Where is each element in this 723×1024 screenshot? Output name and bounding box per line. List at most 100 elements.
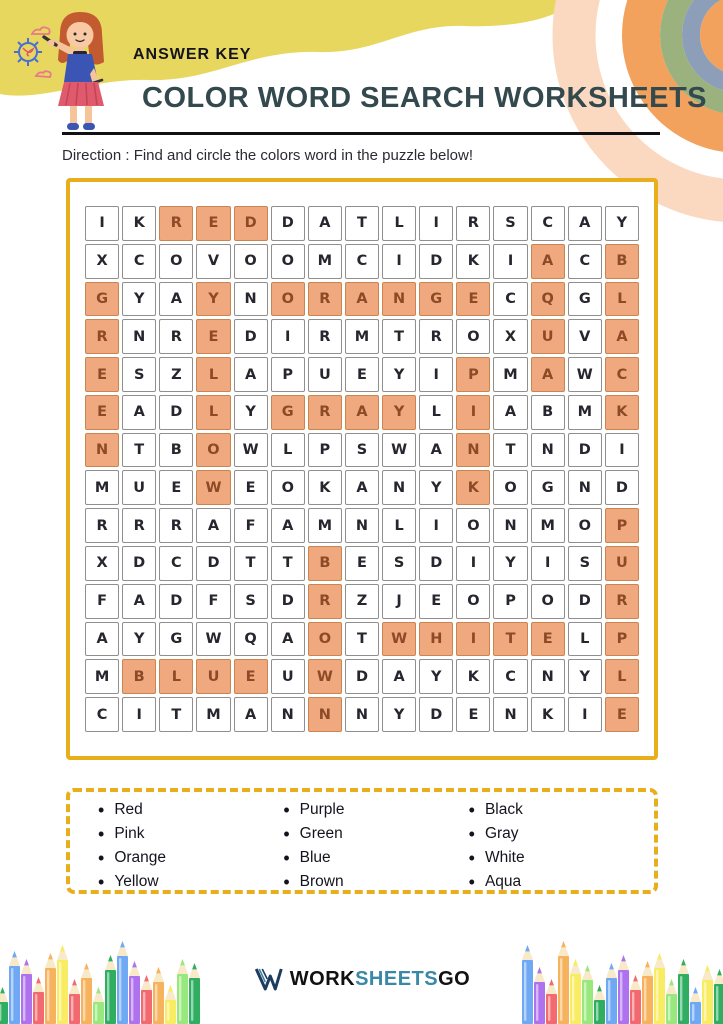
grid-cell: O [456, 508, 491, 544]
grid-cell: B [159, 432, 194, 468]
grid-cell: A [344, 470, 380, 506]
grid-cell: V [567, 319, 602, 355]
grid-cell: I [604, 432, 639, 468]
grid-cell: I [456, 394, 491, 430]
grid-cell: A [270, 508, 305, 544]
bullet-icon: • [468, 824, 475, 844]
grid-cell: I [456, 621, 491, 657]
grid-cell: Y [382, 357, 417, 392]
grid-cell: A [196, 508, 231, 544]
bullet-icon: • [98, 848, 105, 868]
grid-cell: I [419, 206, 454, 241]
word-list-column-3: • Black • Gray • White • Aqua [469, 798, 654, 891]
grid-cell: Y [419, 659, 454, 695]
grid-cell: G [567, 281, 602, 317]
grid-cell: Y [567, 659, 602, 695]
grid-cell: A [307, 206, 342, 241]
bullet-icon: • [283, 848, 290, 868]
grid-cell: N [493, 508, 528, 544]
grid-cell: A [567, 206, 602, 241]
grid-cell: M [307, 508, 342, 544]
answer-key-label: ANSWER KEY [133, 46, 252, 63]
grid-cell: D [604, 470, 639, 506]
page-title: COLOR WORD SEARCH WORKSHEETS [142, 82, 707, 114]
grid-cell: N [85, 432, 120, 468]
grid-cell: T [382, 319, 417, 355]
grid-cell: I [567, 697, 602, 732]
grid-cell: D [122, 546, 157, 581]
grid-cell: R [85, 319, 120, 355]
yellow-blob-decoration [0, 0, 575, 96]
grid-cell: G [419, 281, 454, 317]
grid-cell: M [493, 357, 528, 392]
word-list-column-1: • Red • Pink • Orange • Yellow [98, 798, 283, 891]
grid-cell: A [233, 697, 268, 732]
grid-cell: R [307, 281, 342, 317]
grid-cell: K [307, 470, 342, 506]
grid-cell: R [159, 206, 194, 241]
grid-cell: C [344, 243, 380, 279]
grid-cell: W [382, 432, 417, 468]
grid-cell: G [270, 394, 305, 430]
grid-cell: D [159, 394, 194, 430]
grid-cell: C [159, 546, 194, 581]
grid-cell: A [604, 319, 639, 355]
grid-cell: A [85, 621, 120, 657]
grid-cell: U [307, 357, 342, 392]
grid-cell: T [233, 546, 268, 581]
logo-text: WORKSHEETSGO [290, 968, 470, 991]
grid-cell: L [604, 659, 639, 695]
grid-cell: I [419, 508, 454, 544]
grid-cell: E [233, 659, 268, 695]
grid-cell: E [456, 697, 491, 732]
grid-cell: E [196, 319, 231, 355]
word-list-item: • Gray [469, 822, 654, 846]
word-label: Purple [299, 801, 345, 818]
grid-cell: N [344, 508, 380, 544]
grid-cell: D [419, 243, 454, 279]
grid-cell: A [382, 659, 417, 695]
grid-cell: U [270, 659, 305, 695]
word-list-item: • Green [283, 822, 468, 846]
word-list-item: • White [469, 846, 654, 870]
word-list-item: • Purple [283, 798, 468, 822]
grid-cell: K [456, 243, 491, 279]
direction-text: Direction : Find and circle the colors w… [62, 147, 474, 164]
grid-cell: A [530, 243, 565, 279]
grid-cell: O [270, 470, 305, 506]
word-label: Green [299, 825, 343, 842]
grid-cell: C [567, 243, 602, 279]
grid-cell: P [456, 357, 491, 392]
grid-cell: I [270, 319, 305, 355]
grid-cell: C [493, 281, 528, 317]
grid-cell: N [530, 432, 565, 468]
word-label: Black [484, 801, 523, 818]
grid-cell: L [382, 508, 417, 544]
grid-cell: B [604, 243, 639, 279]
grid-cell: J [382, 583, 417, 619]
grid-cell: O [456, 583, 491, 619]
grid-cell: O [567, 508, 602, 544]
word-label: Gray [484, 825, 519, 842]
grid-cell: T [270, 546, 305, 581]
grid-cell: C [530, 206, 565, 241]
word-label: Orange [114, 849, 167, 866]
word-label: Pink [114, 825, 145, 842]
pencil-border-left [0, 941, 200, 1024]
word-list-item: • Black [469, 798, 654, 822]
grid-cell: Y [604, 206, 639, 241]
bullet-icon: • [468, 848, 475, 868]
word-list-item: • Orange [98, 846, 283, 870]
grid-cell: D [159, 583, 194, 619]
grid-cell: M [85, 659, 120, 695]
grid-cell: G [159, 621, 194, 657]
grid-cell: C [604, 357, 639, 392]
girl-illustration [14, 12, 104, 130]
grid-cell: C [493, 659, 528, 695]
grid-cell: O [196, 432, 231, 468]
grid-cell: T [159, 697, 194, 732]
grid-cell: U [196, 659, 231, 695]
word-list-item: • Yellow [98, 870, 283, 894]
word-label: White [484, 849, 525, 866]
